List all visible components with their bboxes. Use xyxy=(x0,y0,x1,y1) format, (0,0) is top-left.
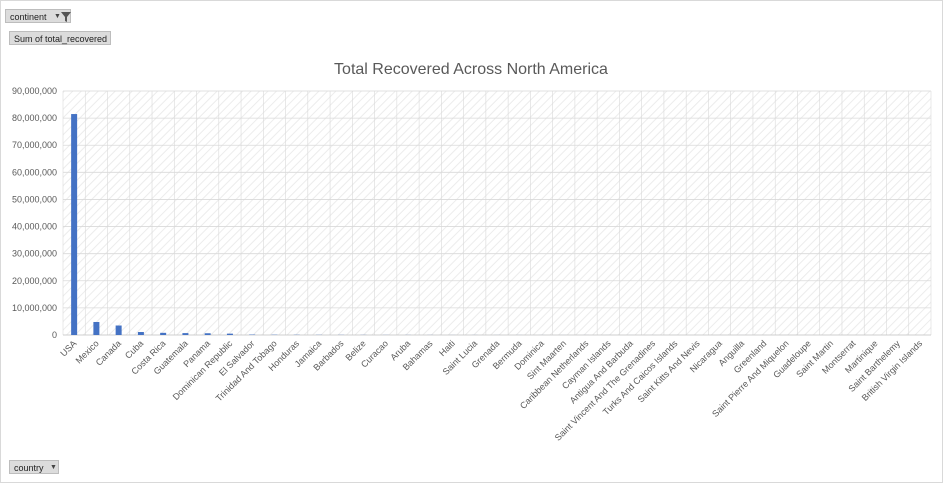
bars xyxy=(71,114,923,336)
bar-panama xyxy=(204,333,211,335)
y-tick-label: 90,000,000 xyxy=(12,86,57,96)
y-tick-label: 60,000,000 xyxy=(12,167,57,177)
y-tick-label: 40,000,000 xyxy=(12,222,57,232)
dropdown-arrow-icon: ▼ xyxy=(54,13,61,20)
dropdown-arrow-icon: ▼ xyxy=(50,464,57,471)
y-axis-ticks: 0 10,000,000 20,000,000 30,000,000 40,000,00… xyxy=(12,86,57,340)
sum-field-button[interactable]: Sum of total_recovered xyxy=(9,31,111,45)
continent-filter-label: continent xyxy=(10,12,47,22)
bar-mexico xyxy=(93,321,100,335)
plot-area xyxy=(63,91,931,335)
bar-canada xyxy=(115,325,122,335)
chart-title: Total Recovered Across North America xyxy=(334,61,608,78)
filter-icon xyxy=(61,12,71,22)
continent-filter-button[interactable]: continent ▼ xyxy=(5,9,71,23)
y-tick-label: 0 xyxy=(52,330,57,340)
bar-usa xyxy=(71,114,78,336)
bar-costa-rica xyxy=(160,332,167,335)
y-tick-label: 50,000,000 xyxy=(12,194,57,204)
bar-guatemala xyxy=(182,333,189,335)
country-filter-label: country xyxy=(14,463,44,473)
bar-dominican-republic xyxy=(226,333,233,335)
y-tick-label: 30,000,000 xyxy=(12,249,57,259)
bar-cuba xyxy=(137,332,144,335)
sum-field-label: Sum of total_recovered xyxy=(14,34,108,44)
y-tick-label: 10,000,000 xyxy=(12,303,57,313)
y-tick-label: 70,000,000 xyxy=(12,140,57,150)
y-tick-label: 80,000,000 xyxy=(12,113,57,123)
country-filter-button[interactable]: country ▼ xyxy=(9,460,59,474)
y-tick-label: 20,000,000 xyxy=(12,276,57,286)
gridlines xyxy=(62,90,932,336)
